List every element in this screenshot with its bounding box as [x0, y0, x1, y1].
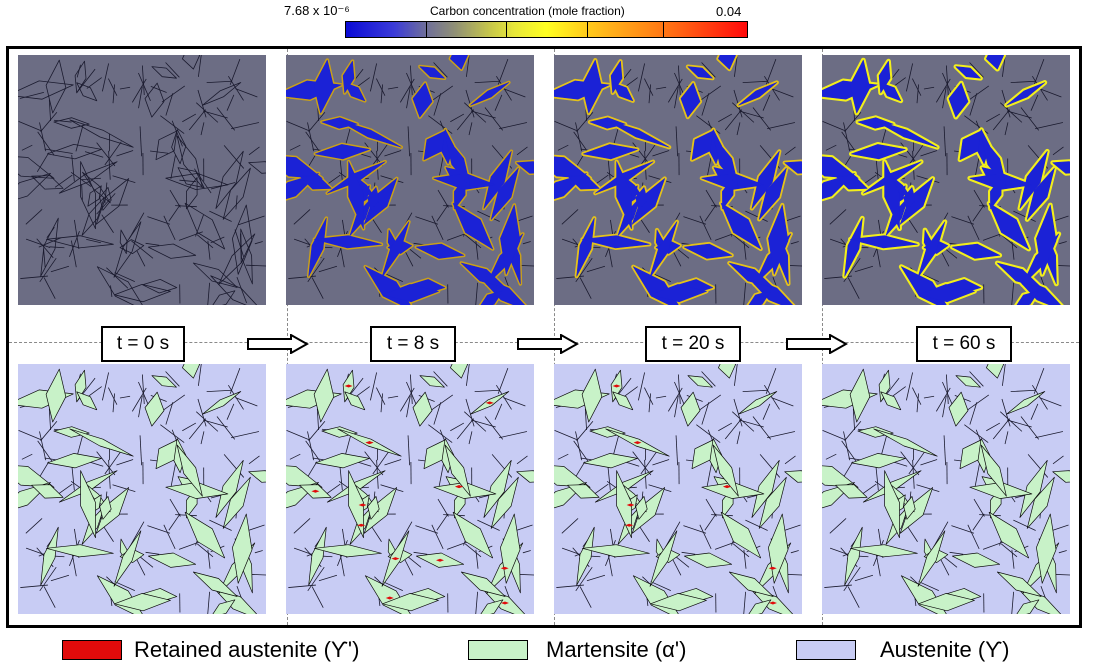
legend-label: Martensite (α') [546, 637, 687, 662]
carbon-colorbar [345, 21, 748, 38]
carbon-map-t60 [822, 55, 1070, 305]
carbon-map-t0 [18, 55, 266, 305]
figure-frame: t = 0 s t = 8 s t = 20 s t = 60 s [6, 46, 1082, 628]
phase-map-t8 [286, 364, 534, 614]
colorbar-tick [662, 22, 664, 37]
phase-map-t0 [18, 364, 266, 614]
time-label-t60: t = 60 s [916, 326, 1012, 362]
colorbar-tick [506, 22, 508, 37]
carbon-map-t20 [554, 55, 802, 305]
colorbar-min-label: 7.68 x 10⁻⁶ [284, 3, 350, 18]
arrow-right-icon [247, 334, 309, 354]
colorbar-max-label: 0.04 [716, 4, 742, 19]
phase-map-t20 [554, 364, 802, 614]
colorbar-tick [586, 22, 588, 37]
arrow-right-icon [786, 334, 848, 354]
phase-map-t60 [822, 364, 1070, 614]
legend-swatch [468, 640, 528, 660]
arrow-right-icon [517, 334, 579, 354]
legend-retained-austenite: Retained austenite (ϒ') [62, 636, 392, 666]
carbon-map-t8 [286, 55, 534, 305]
legend-austenite: Austenite (ϒ) [796, 636, 1056, 666]
legend-label: Austenite (ϒ) [880, 637, 1010, 662]
legend-label: Retained austenite (ϒ') [134, 637, 360, 662]
column-separator [554, 49, 555, 625]
colorbar-title: Carbon concentration (mole fraction) [430, 4, 625, 18]
colorbar-tick [426, 22, 428, 37]
column-separator [287, 49, 288, 625]
legend-martensite: Martensite (α') [468, 636, 728, 666]
legend-swatch [62, 640, 122, 660]
time-label-t20: t = 20 s [645, 326, 741, 362]
time-label-t8: t = 8 s [370, 326, 456, 362]
time-label-t0: t = 0 s [101, 326, 185, 362]
column-separator [822, 49, 823, 625]
legend-swatch [796, 640, 856, 660]
